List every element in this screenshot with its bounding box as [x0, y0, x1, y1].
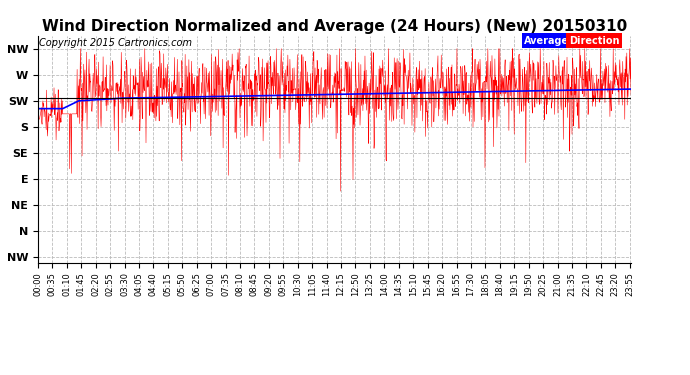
Text: Copyright 2015 Cartronics.com: Copyright 2015 Cartronics.com: [39, 38, 192, 48]
Text: Average: Average: [524, 36, 569, 46]
Text: Direction: Direction: [569, 36, 619, 46]
Title: Wind Direction Normalized and Average (24 Hours) (New) 20150310: Wind Direction Normalized and Average (2…: [42, 20, 627, 34]
